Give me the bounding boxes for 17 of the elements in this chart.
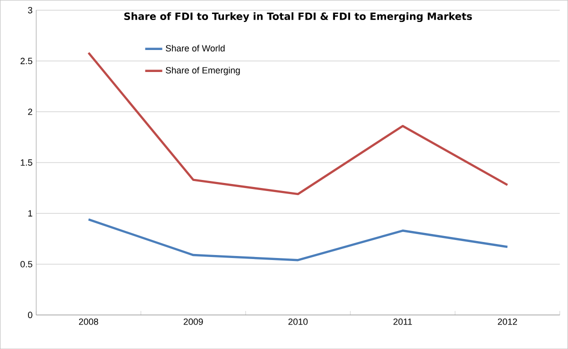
- y-tick-label: 3: [28, 6, 32, 14]
- x-tick-label: 2009: [184, 318, 203, 325]
- y-tick-label: 2: [28, 108, 32, 115]
- line-series: [87, 52, 509, 196]
- x-tick-label: 2012: [498, 318, 517, 325]
- y-tick-label: 1.5: [20, 159, 32, 166]
- x-tick-label: 2008: [78, 318, 98, 325]
- chart-title: Share of FDI to Turkey in Total FDI & FDI to Emerging Markets: [124, 12, 472, 22]
- legend-label: Share of World: [166, 44, 225, 52]
- y-tick-label: 0: [28, 312, 32, 318]
- y-tick-label: 1: [28, 210, 32, 216]
- y-tick-label: 0.5: [20, 260, 32, 268]
- line-series: [87, 218, 509, 262]
- y-tick-label: 2.5: [20, 58, 32, 64]
- x-tick-label: 2010: [288, 318, 308, 325]
- legend-label: Share of Emerging: [166, 66, 240, 76]
- x-tick-label: 2011: [394, 318, 412, 325]
